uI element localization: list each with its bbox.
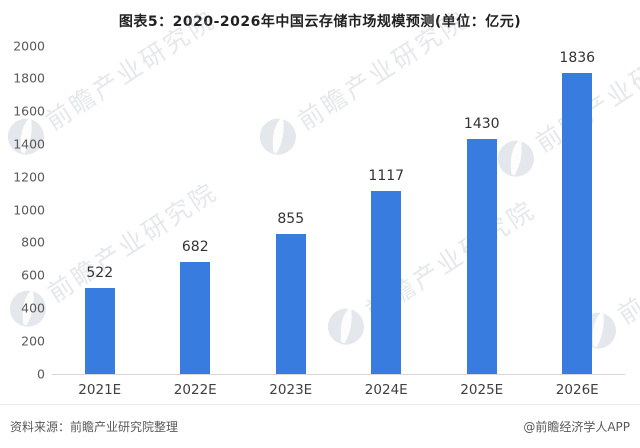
bar bbox=[466, 139, 497, 374]
bar bbox=[562, 72, 593, 374]
x-axis-label: 2025E bbox=[460, 382, 504, 398]
bar-value-label: 1117 bbox=[368, 167, 405, 184]
x-axis-label: 2023E bbox=[269, 382, 313, 398]
app-credit: @前瞻经济学人APP bbox=[523, 420, 630, 434]
bar bbox=[84, 288, 115, 374]
y-axis-tick: 0 bbox=[37, 365, 45, 381]
bar-value-label: 1430 bbox=[463, 116, 500, 133]
x-axis-label: 2022E bbox=[173, 382, 217, 398]
bar bbox=[371, 190, 402, 374]
bar-value-label: 522 bbox=[86, 265, 114, 282]
x-axis-label: 2024E bbox=[364, 382, 408, 398]
x-axis-label: 2026E bbox=[555, 382, 599, 398]
source-note: 资料来源：前瞻产业研究院整理 bbox=[10, 420, 179, 434]
bar bbox=[180, 262, 211, 374]
y-axis-tick: 1200 bbox=[13, 168, 45, 184]
bar bbox=[275, 233, 306, 374]
y-axis-tick: 1800 bbox=[13, 70, 45, 86]
bar-column: 522 2021E bbox=[52, 46, 148, 396]
y-axis-tick: 1600 bbox=[13, 103, 45, 119]
plot-area: 522 2021E 682 2022E 855 2023E 1117 2024E 1430 202… bbox=[52, 46, 626, 397]
y-axis-tick: 1000 bbox=[13, 201, 45, 217]
bar-column: 1117 2024E bbox=[339, 46, 435, 397]
y-axis-tick: 1400 bbox=[13, 136, 45, 152]
footer: 资料来源：前瞻产业研究院整理 @前瞻经济学人APP bbox=[0, 404, 640, 448]
y-axis-tick: 800 bbox=[21, 234, 45, 250]
bar-column: 855 2023E bbox=[243, 46, 339, 397]
y-axis: 0 200 400 600 800 1000 1200 1400 1600 1800 2000 bbox=[0, 39, 45, 379]
y-axis-tick: 2000 bbox=[13, 37, 45, 53]
bar-value-label: 1836 bbox=[559, 49, 596, 66]
bar-value-label: 682 bbox=[181, 239, 209, 256]
bar-value-label: 855 bbox=[277, 210, 305, 227]
bar-column: 682 2022E bbox=[148, 46, 244, 396]
y-axis-tick: 400 bbox=[21, 300, 45, 316]
chart-title: 图表5：2020-2026年中国云存储市场规模预测(单位：亿元) bbox=[118, 14, 522, 30]
y-axis-tick: 200 bbox=[21, 332, 45, 348]
bar-column: 1430 2025E bbox=[434, 46, 530, 396]
y-axis-tick: 600 bbox=[21, 267, 45, 283]
bar-column: 1836 2026E bbox=[530, 46, 626, 397]
x-axis-label: 2021E bbox=[78, 382, 122, 398]
